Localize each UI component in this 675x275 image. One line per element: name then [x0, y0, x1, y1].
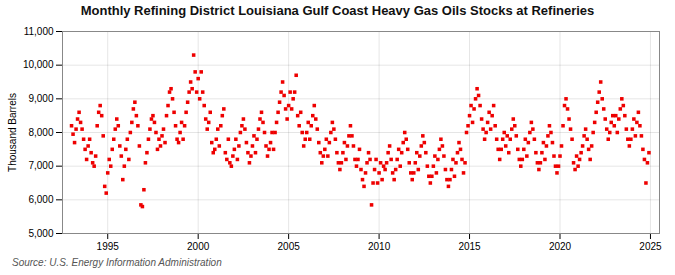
svg-text:2000: 2000: [187, 241, 210, 252]
svg-text:2015: 2015: [458, 241, 481, 252]
svg-text:6,000: 6,000: [28, 194, 53, 205]
svg-text:9,000: 9,000: [28, 93, 53, 104]
svg-text:5,000: 5,000: [28, 228, 53, 239]
svg-text:11,000: 11,000: [24, 26, 54, 37]
html-text:Source: U.S. Energy Informatio: Source: U.S. Energy Information Administ…: [12, 257, 222, 268]
svg-text:10,000: 10,000: [23, 59, 54, 70]
svg-text:2025: 2025: [639, 241, 662, 252]
svg-text:1995: 1995: [97, 241, 120, 252]
svg-text:2005: 2005: [278, 241, 301, 252]
html-text:Monthly Refining District Loui: Monthly Refining District Louisiana Gulf…: [80, 3, 595, 18]
svg-text:Thousand Barrels: Thousand Barrels: [7, 93, 18, 172]
svg-text:8,000: 8,000: [28, 127, 53, 138]
svg-text:7,000: 7,000: [28, 160, 53, 171]
svg-text:2010: 2010: [368, 241, 391, 252]
svg-text:2020: 2020: [549, 241, 572, 252]
